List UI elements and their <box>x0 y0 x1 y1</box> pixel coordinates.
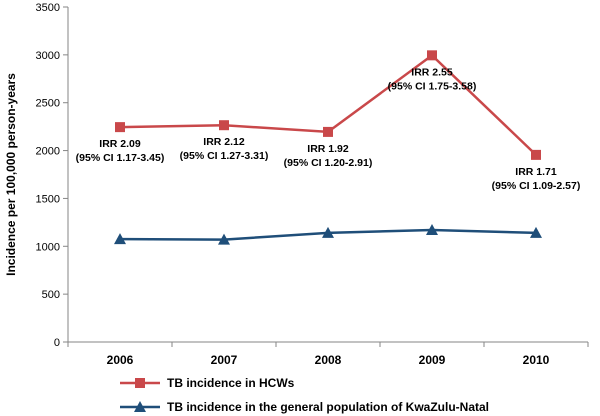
data-point-square <box>323 126 333 137</box>
legend-marker-square <box>135 378 145 388</box>
data-point-triangle <box>322 226 334 238</box>
y-axis-label: Incidence per 100,000 person-years <box>4 73 18 276</box>
ci-label: (95% CI 1.27-3.31) <box>180 150 269 162</box>
y-tick-label: 2000 <box>36 146 60 158</box>
legend-label-1: TB incidence in the general population o… <box>167 400 489 414</box>
irr-annotations: IRR 2.09 (95% CI 1.17-3.45) IRR 2.12 (95% C… <box>76 66 581 192</box>
y-tick-label: 3500 <box>36 2 60 14</box>
y-tick-labels: 0 500 1000 1500 2000 2500 3000 3500 <box>36 2 60 349</box>
y-tick-label: 500 <box>42 289 60 301</box>
y-tick-label: 3000 <box>36 50 60 62</box>
x-tick-labels: 2006 2007 2008 2009 2010 <box>107 353 550 367</box>
irr-label: IRR 2.12 <box>203 136 245 148</box>
data-point-triangle <box>218 233 230 245</box>
y-tick-label: 2500 <box>36 98 60 110</box>
series-layer <box>114 50 542 245</box>
x-tick-label: 2010 <box>523 353 550 367</box>
ci-label: (95% CI 1.75-3.58) <box>388 80 477 92</box>
data-point-triangle <box>530 226 542 238</box>
x-tick-label: 2007 <box>211 353 238 367</box>
legend-label-0: TB incidence in HCWs <box>167 376 295 390</box>
series-line-0 <box>119 53 537 156</box>
axes <box>63 6 589 347</box>
data-point-square <box>427 50 437 61</box>
data-point-square <box>219 120 229 131</box>
ci-label: (95% CI 1.09-2.57) <box>492 180 581 192</box>
legend: TB incidence in HCWs TB incidence in the … <box>120 376 489 414</box>
x-tick-label: 2008 <box>315 353 342 367</box>
irr-label: IRR 2.55 <box>411 66 453 78</box>
ci-label: (95% CI 1.17-3.45) <box>76 152 165 164</box>
data-point-square <box>531 149 541 160</box>
y-tick-label: 1000 <box>36 241 60 253</box>
y-tick-label: 0 <box>54 337 60 349</box>
x-tick-label: 2009 <box>419 353 446 367</box>
ci-label: (95% CI 1.20-2.91) <box>284 157 373 169</box>
irr-label: IRR 1.71 <box>515 166 557 178</box>
irr-label: IRR 2.09 <box>99 138 141 150</box>
x-tick-label: 2006 <box>107 353 134 367</box>
data-point-triangle <box>426 224 438 236</box>
data-point-square <box>115 122 125 133</box>
legend-marker-triangle <box>134 401 146 412</box>
data-point-triangle <box>114 233 126 245</box>
irr-label: IRR 1.92 <box>307 143 349 155</box>
y-tick-label: 1500 <box>36 193 60 205</box>
